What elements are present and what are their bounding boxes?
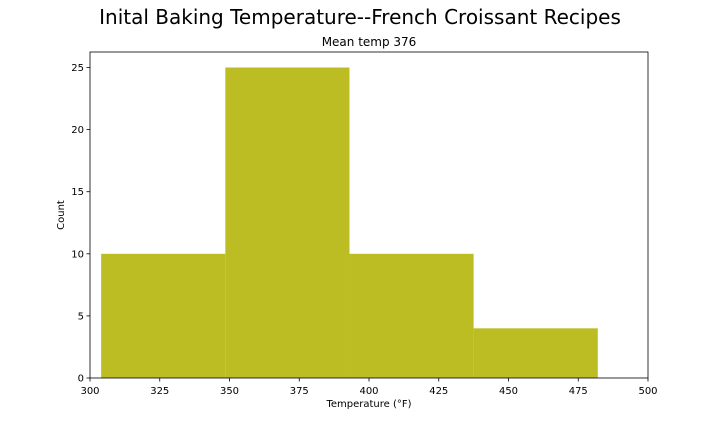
- x-tick-label: 500: [638, 386, 657, 397]
- x-tick-label: 400: [359, 386, 378, 397]
- y-axis-label: Count: [56, 200, 67, 230]
- y-tick-label: 15: [71, 187, 84, 198]
- x-tick-label: 425: [429, 386, 448, 397]
- x-tick-label: 375: [290, 386, 309, 397]
- y-tick-label: 0: [78, 374, 84, 385]
- x-tick-label: 325: [150, 386, 169, 397]
- x-axis-ticks: 300 325 350 375 400 425 450 475 500: [80, 378, 658, 397]
- x-axis-label: Temperature (°F): [325, 399, 411, 410]
- histogram-bar-1: [101, 253, 226, 378]
- y-axis-ticks: 0 5 10 15 20 25: [71, 63, 90, 385]
- x-tick-label: 450: [499, 386, 518, 397]
- y-tick-label: 20: [71, 125, 84, 136]
- y-tick-label: 5: [78, 311, 84, 322]
- x-tick-label: 475: [569, 386, 588, 397]
- chart-title: Mean temp 376: [322, 35, 417, 49]
- histogram-bar-4: [473, 328, 598, 378]
- figure-suptitle: Inital Baking Temperature--French Croiss…: [99, 5, 621, 29]
- x-tick-label: 300: [80, 386, 99, 397]
- histogram-bar-2: [225, 67, 350, 379]
- plot-area: 300 325 350 375 400 425 450 475 500 0 5 10 15 20 25: [71, 51, 658, 397]
- y-tick-label: 25: [71, 63, 84, 74]
- bars-group: [101, 67, 598, 379]
- histogram-bar-3: [349, 253, 474, 378]
- x-tick-label: 350: [220, 386, 239, 397]
- y-tick-label: 10: [71, 249, 84, 260]
